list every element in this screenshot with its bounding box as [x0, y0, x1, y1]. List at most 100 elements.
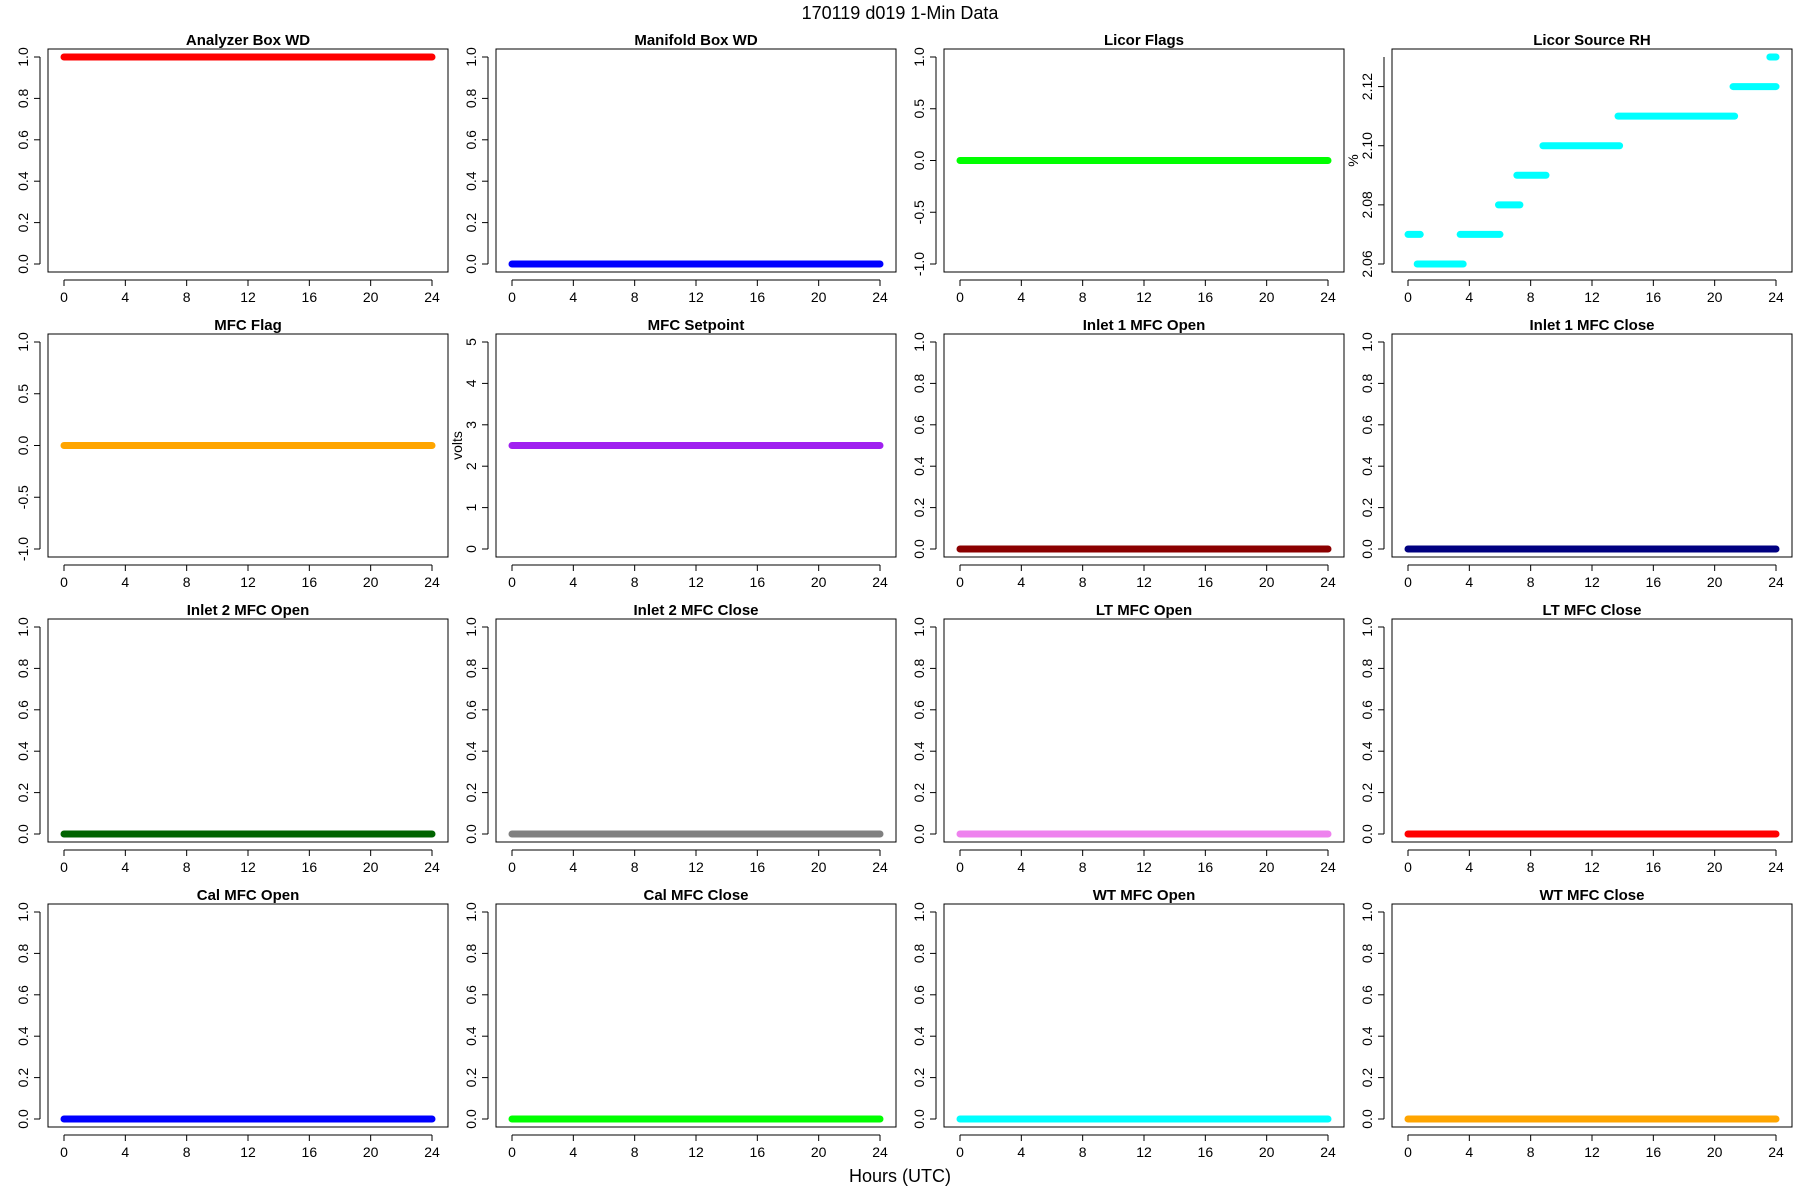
x-tick-label: 4	[1465, 859, 1473, 875]
y-tick-label: 0.4	[463, 1026, 479, 1046]
x-tick-label: 20	[811, 574, 827, 590]
x-tick-label: 24	[1320, 574, 1336, 590]
panel-title: Manifold Box WD	[634, 32, 757, 49]
y-tick-label: 2.08	[1359, 191, 1375, 218]
panel-title: LT MFC Close	[1543, 602, 1642, 619]
x-tick-label: 20	[1707, 289, 1723, 305]
panel-15: WT MFC Close 0 4 8 12 16 20 24 0.0 0.2 0.4 0.6 0.8 1.…	[1359, 887, 1793, 1160]
x-tick-label: 24	[1320, 1144, 1336, 1160]
y-tick-label: 0.8	[911, 658, 927, 678]
y-tick-label: 1.0	[1359, 617, 1375, 637]
panel-2: Licor Flags 0 4 8 12 16 20 24 -1.0 -0.5 0.0 0.5 1.0	[911, 32, 1345, 305]
y-tick-label: 3	[463, 421, 479, 429]
x-tick-label: 0	[956, 574, 964, 590]
y-tick-label: 0.4	[463, 171, 479, 191]
plot-frame	[47, 48, 449, 273]
x-tick-label: 0	[1404, 1144, 1412, 1160]
y-tick-label: 0.2	[15, 1068, 31, 1088]
x-tick-label: 16	[750, 859, 766, 875]
y-tick-label: 0.6	[15, 130, 31, 150]
panel-13: Cal MFC Close 0 4 8 12 16 20 24 0.0 0.2 0.4 0.6 0.8 1…	[463, 887, 897, 1160]
panel-title: Cal MFC Open	[197, 887, 300, 904]
y-tick-label: 0.2	[463, 783, 479, 803]
plot-frame	[495, 333, 897, 558]
y-tick-label: 1.0	[463, 617, 479, 637]
x-tick-label: 0	[956, 1144, 964, 1160]
plot-frame	[47, 903, 449, 1128]
x-tick-label: 8	[1527, 574, 1535, 590]
x-tick-label: 8	[1527, 859, 1535, 875]
panel-1: Manifold Box WD 0 4 8 12 16 20 24 0.0 0.2 0.4 0.6 0.…	[463, 32, 897, 305]
plot-frame	[943, 333, 1345, 558]
panel-3: Licor Source RH 0 4 8 12 16 20 24 2.06 2.08 2.10 2.…	[1345, 32, 1793, 305]
x-tick-label: 24	[1320, 859, 1336, 875]
x-tick-label: 12	[1136, 859, 1152, 875]
y-tick-label: 0.6	[15, 700, 31, 720]
y-tick-label: 0.2	[911, 783, 927, 803]
y-tick-label: 0.0	[1359, 824, 1375, 844]
y-tick-label: -0.5	[911, 200, 927, 224]
x-tick-label: 0	[508, 859, 516, 875]
panel-4: MFC Flag 0 4 8 12 16 20 24 -1.0 -0.5 0.0 0.5 1.0	[15, 317, 449, 590]
y-tick-label: 0.0	[911, 539, 927, 559]
x-tick-label: 24	[424, 574, 440, 590]
y-tick-label: 0.8	[15, 88, 31, 108]
x-tick-label: 24	[1768, 574, 1784, 590]
y-tick-label: 0.6	[463, 130, 479, 150]
x-tick-label: 20	[1259, 574, 1275, 590]
y-tick-label: 1.0	[1359, 332, 1375, 352]
x-tick-label: 8	[1527, 289, 1535, 305]
y-tick-label: 0.6	[911, 985, 927, 1005]
x-tick-label: 12	[240, 1144, 256, 1160]
x-tick-label: 12	[1584, 1144, 1600, 1160]
y-tick-label: 2	[463, 462, 479, 470]
y-tick-label: 2.06	[1359, 250, 1375, 277]
y-tick-label: 4	[463, 379, 479, 387]
y-tick-label: 0	[463, 545, 479, 553]
y-tick-label: 0.6	[463, 700, 479, 720]
y-tick-label: 0.6	[1359, 985, 1375, 1005]
y-tick-label: 0.8	[911, 943, 927, 963]
x-tick-label: 20	[1259, 1144, 1275, 1160]
x-tick-label: 4	[569, 574, 577, 590]
y-axis-label: %	[1345, 154, 1361, 166]
plot-frame	[1391, 903, 1793, 1128]
y-tick-label: 0.0	[463, 824, 479, 844]
y-tick-label: 0.0	[15, 254, 31, 274]
panel-title: MFC Setpoint	[648, 317, 745, 334]
x-tick-label: 20	[811, 289, 827, 305]
y-tick-label: 1	[463, 503, 479, 511]
x-tick-label: 8	[1079, 289, 1087, 305]
y-tick-label: 5	[463, 338, 479, 346]
panel-14: WT MFC Open 0 4 8 12 16 20 24 0.0 0.2 0.4 0.6 0.8 1.0	[911, 887, 1345, 1160]
panel-title: Cal MFC Close	[643, 887, 748, 904]
x-tick-label: 20	[1707, 1144, 1723, 1160]
y-tick-label: 0.0	[15, 824, 31, 844]
y-tick-label: 0.4	[911, 741, 927, 761]
y-tick-label: 0.2	[15, 783, 31, 803]
x-tick-label: 12	[1584, 289, 1600, 305]
panel-0: Analyzer Box WD 0 4 8 12 16 20 24 0.0 0.2 0.4 0.6 0.…	[15, 32, 449, 305]
y-tick-label: 1.0	[911, 902, 927, 922]
x-tick-label: 8	[183, 1144, 191, 1160]
x-tick-label: 20	[363, 289, 379, 305]
x-tick-label: 20	[363, 574, 379, 590]
x-tick-label: 4	[121, 289, 129, 305]
y-tick-label: 0.2	[911, 498, 927, 518]
x-tick-label: 0	[1404, 289, 1412, 305]
x-tick-label: 0	[508, 1144, 516, 1160]
x-tick-label: 20	[811, 859, 827, 875]
y-tick-label: 0.4	[1359, 1026, 1375, 1046]
y-tick-label: 0.0	[15, 436, 31, 456]
y-tick-label: 0.0	[463, 254, 479, 274]
panel-title: Licor Flags	[1104, 32, 1184, 49]
plot-frame	[1391, 618, 1793, 843]
y-tick-label: 0.4	[911, 1026, 927, 1046]
page-title: 170119 d019 1-Min Data	[801, 3, 999, 23]
y-tick-label: 0.8	[15, 943, 31, 963]
panel-12: Cal MFC Open 0 4 8 12 16 20 24 0.0 0.2 0.4 0.6 0.8 1.…	[15, 887, 449, 1160]
plot-frame	[47, 618, 449, 843]
y-tick-label: -1.0	[911, 252, 927, 276]
x-tick-label: 16	[1198, 1144, 1214, 1160]
x-tick-label: 4	[1465, 289, 1473, 305]
